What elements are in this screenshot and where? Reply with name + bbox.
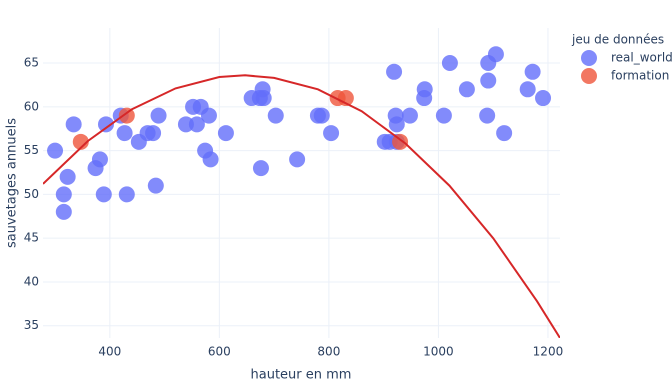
legend-item[interactable]: formation [581,68,669,84]
x-tick-label: 1000 [423,345,454,359]
x-axis-title: hauteur en mm [251,368,352,383]
data-point [252,160,269,177]
data-point [202,151,219,168]
data-point [519,81,536,98]
x-tick-label: 1200 [533,345,564,359]
plot-area [43,28,560,338]
data-point [386,63,403,80]
data-point [480,72,497,89]
data-point [392,133,409,150]
legend-marker [581,68,597,84]
data-point [388,116,405,133]
y-tick-label: 45 [24,231,39,245]
data-point [416,81,433,98]
trend-line [43,74,560,338]
y-tick-label: 50 [24,187,39,201]
legend-label: real_world [611,51,672,65]
data-point [524,63,541,80]
legend-title: jeu de données [571,33,664,47]
data-point [95,186,112,203]
data-point [217,125,234,142]
data-point [116,125,133,142]
data-point [47,142,64,159]
data-point [55,203,72,220]
data-point [145,125,162,142]
legend-marker [581,50,597,66]
data-point [177,116,194,133]
data-point [97,116,114,133]
data-point [435,107,452,124]
data-point [479,107,496,124]
data-point [289,151,306,168]
data-point [65,116,82,133]
data-point [487,46,504,63]
x-tick-label: 400 [98,345,121,359]
data-point [535,90,552,107]
data-point [147,177,164,194]
y-tick-label: 40 [24,274,39,288]
data-point [118,186,135,203]
data-point [118,107,135,124]
y-axis-title: sauvetages annuels [5,118,20,248]
y-tick-label: 55 [24,143,39,157]
data-point [401,107,418,124]
data-point [188,116,205,133]
legend-item[interactable]: real_world [581,50,672,66]
y-tick-label: 65 [24,56,39,70]
data-point [458,81,475,98]
data-point [55,186,72,203]
data-point [496,125,513,142]
y-tick-label: 35 [24,318,39,332]
y-tick-label: 60 [24,99,39,113]
data-point [267,107,284,124]
data-point [441,55,458,72]
data-point [150,107,167,124]
legend-label: formation [611,69,669,83]
data-point [72,133,89,150]
data-point [59,168,76,185]
x-tick-label: 600 [208,345,231,359]
data-point [323,125,340,142]
data-point [91,151,108,168]
data-point [313,107,330,124]
data-point [200,107,217,124]
x-tick-label: 800 [317,345,340,359]
data-point [255,90,272,107]
